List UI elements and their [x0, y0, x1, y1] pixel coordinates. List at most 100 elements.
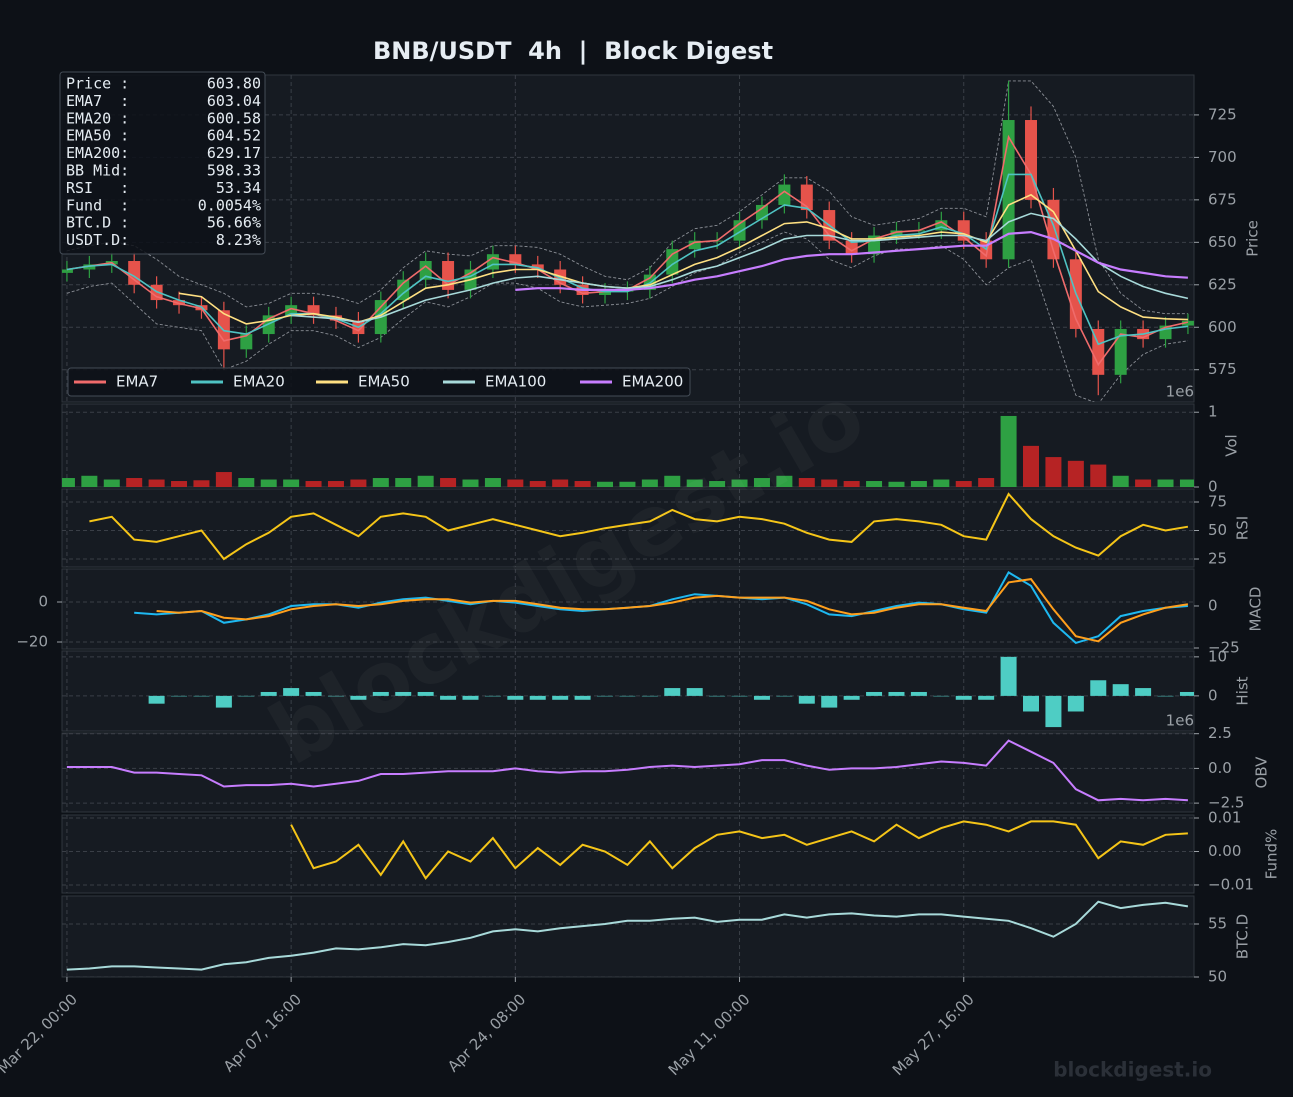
- info-value: 603.80: [207, 75, 261, 93]
- bar: [1112, 684, 1129, 696]
- bar: [372, 691, 389, 696]
- y-axis-title: BTC.D: [1234, 914, 1252, 959]
- bar: [1045, 457, 1062, 487]
- bar: [664, 688, 681, 696]
- bar: [529, 481, 546, 487]
- bar: [1179, 479, 1194, 487]
- y-tick-label: 10: [1208, 647, 1227, 665]
- y-tick-label: 50: [1208, 521, 1227, 539]
- bar: [574, 695, 591, 700]
- info-value: 600.58: [207, 109, 261, 127]
- candle-body: [1181, 320, 1194, 326]
- bar: [417, 475, 434, 487]
- bar: [81, 475, 98, 487]
- y-axis-title: Hist: [1234, 676, 1252, 705]
- series-line: [156, 578, 1189, 643]
- info-value: 53.34: [216, 179, 261, 197]
- bar: [709, 481, 726, 487]
- series-line: [66, 739, 1188, 802]
- y-axis-title: Fund%: [1263, 829, 1281, 880]
- y-tick-label: 700: [1208, 148, 1237, 166]
- bar: [148, 479, 165, 487]
- info-value: 629.17: [207, 144, 261, 162]
- series-line: [89, 492, 1189, 561]
- y-axis-title: MACD: [1247, 587, 1265, 632]
- info-value: 603.04: [207, 92, 261, 110]
- bar: [798, 695, 815, 704]
- bar: [1023, 695, 1040, 712]
- y-tick-label: 0: [1208, 596, 1218, 614]
- bar: [1067, 460, 1084, 487]
- plot-area: [62, 569, 1194, 649]
- y-axis-title: RSI: [1234, 516, 1252, 540]
- bar: [350, 479, 367, 487]
- bar: [462, 695, 479, 700]
- y-tick-label: 1: [1208, 403, 1218, 421]
- bar: [417, 691, 434, 696]
- y-tick-label: −25: [1208, 638, 1240, 656]
- bar: [552, 479, 569, 487]
- info-label: Price :: [66, 75, 129, 93]
- band-lower: [66, 231, 1188, 402]
- bar: [776, 695, 793, 697]
- y-tick-label: 0.0: [1208, 759, 1232, 777]
- ema-line: [66, 173, 1188, 346]
- bar: [462, 479, 479, 487]
- bar: [664, 475, 681, 487]
- bar: [171, 695, 188, 697]
- bar: [1090, 464, 1107, 487]
- legend-label: EMA100: [485, 373, 546, 391]
- bar: [888, 481, 905, 487]
- bar: [1157, 695, 1174, 697]
- candle-body: [599, 291, 612, 295]
- bar: [238, 695, 255, 697]
- bar: [1090, 680, 1107, 696]
- plot-area: [62, 651, 1194, 731]
- bar: [260, 479, 277, 487]
- bar: [731, 479, 748, 487]
- y-tick-label: −0.01: [1208, 875, 1254, 893]
- bar: [350, 695, 367, 700]
- bar: [305, 481, 322, 487]
- info-value: 0.0054%: [198, 196, 261, 214]
- info-label: Fund :: [66, 196, 129, 214]
- bar: [753, 695, 770, 700]
- info-label: BB Mid:: [66, 162, 129, 180]
- bar: [686, 479, 703, 487]
- bar: [933, 479, 950, 487]
- y-tick-label: 650: [1208, 233, 1237, 251]
- y-tick-label-left: 0: [38, 593, 48, 611]
- bar: [507, 695, 524, 700]
- candle-body: [1092, 328, 1105, 375]
- bar: [843, 481, 860, 487]
- y-tick-label: 55: [1208, 914, 1227, 932]
- bar: [910, 691, 927, 696]
- candle-body: [509, 254, 522, 265]
- candle-body: [531, 264, 544, 270]
- candle-body: [1047, 199, 1060, 260]
- bar: [866, 481, 883, 487]
- bar: [1023, 445, 1040, 487]
- bar: [1179, 691, 1194, 696]
- info-label: EMA20 :: [66, 109, 129, 127]
- bar: [62, 478, 75, 487]
- y-tick-label: 75: [1208, 493, 1227, 511]
- bar: [888, 691, 905, 696]
- y-tick-label: 600: [1208, 318, 1237, 336]
- bar: [619, 695, 636, 697]
- bar: [327, 481, 344, 487]
- ema-line: [291, 212, 1189, 324]
- bar: [238, 478, 255, 487]
- candle-body: [419, 261, 432, 280]
- info-label: EMA7 :: [66, 92, 129, 110]
- y-tick-label: −2.5: [1208, 794, 1244, 812]
- legend-label: EMA50: [358, 373, 410, 391]
- legend: EMA7 EMA20 EMA50 EMA100 EMA200: [67, 367, 691, 397]
- y-tick-label: 0.01: [1208, 809, 1241, 827]
- info-label: EMA50 :: [66, 127, 129, 145]
- y-axis-title: OBV: [1253, 756, 1271, 789]
- bar: [910, 481, 927, 487]
- candle-body: [688, 240, 701, 250]
- y-tick-label: 50: [1208, 968, 1227, 986]
- bar: [327, 695, 344, 697]
